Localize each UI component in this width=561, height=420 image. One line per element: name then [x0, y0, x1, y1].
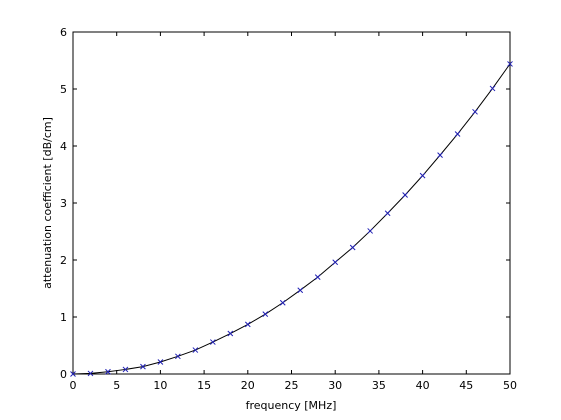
data-point-marker	[332, 259, 339, 266]
x-axis-ticks: 0 5 10 15 20 25 30 35 40 45 50	[70, 32, 517, 392]
x-tick-label: 5	[113, 379, 120, 392]
x-tick-label: 20	[241, 379, 255, 392]
data-point-marker	[419, 172, 426, 179]
series-layer	[70, 61, 513, 377]
x-axis-label: frequency [MHz]	[246, 399, 337, 412]
x-tick-label: 15	[197, 379, 211, 392]
plot-area	[72, 31, 511, 375]
data-point-marker	[227, 330, 234, 337]
x-tick-label: 30	[328, 379, 342, 392]
data-point-marker	[70, 371, 76, 377]
data-point-marker	[279, 299, 286, 306]
data-point-marker	[157, 359, 164, 365]
x-tick-label: 0	[70, 379, 77, 392]
fit-curve-line	[72, 63, 511, 375]
y-tick-label: 5	[60, 83, 67, 96]
y-axis-label: attenuation coefficient [dB/cm]	[41, 117, 54, 289]
y-tick-label: 2	[60, 254, 67, 267]
data-point-marker	[87, 370, 94, 377]
y-axis-ticks: 0 1 2 3 4 5 6	[60, 26, 510, 381]
data-point-marker	[402, 192, 408, 198]
x-tick-label: 45	[459, 379, 473, 392]
data-point-marker	[244, 321, 251, 328]
data-point-marker	[140, 363, 146, 370]
y-tick-label: 1	[60, 311, 67, 324]
data-point-marker	[454, 131, 461, 137]
x-tick-label: 25	[285, 379, 299, 392]
data-point-marker	[367, 228, 374, 234]
data-point-marker	[489, 85, 496, 92]
data-point-marker	[297, 287, 304, 294]
y-tick-label: 4	[60, 140, 67, 153]
data-point-marker	[192, 347, 199, 353]
y-tick-label: 0	[60, 368, 67, 381]
data-point-marker	[262, 311, 269, 318]
data-point-marker	[437, 152, 443, 158]
data-point-marker	[507, 61, 513, 67]
x-tick-label: 50	[503, 379, 517, 392]
data-point-marker	[472, 108, 478, 115]
data-point-marker	[384, 210, 391, 217]
x-tick-label: 40	[416, 379, 430, 392]
x-tick-label: 35	[372, 379, 386, 392]
data-point-marker	[122, 366, 129, 373]
data-point-marker	[349, 244, 356, 251]
data-point-marker	[175, 353, 181, 360]
data-point-marker	[105, 368, 111, 375]
data-point-marker	[209, 339, 216, 345]
y-tick-label: 3	[60, 197, 67, 210]
data-point-marker	[314, 274, 321, 280]
y-tick-label: 6	[60, 26, 67, 39]
x-tick-label: 10	[153, 379, 167, 392]
measured-points	[70, 61, 513, 377]
